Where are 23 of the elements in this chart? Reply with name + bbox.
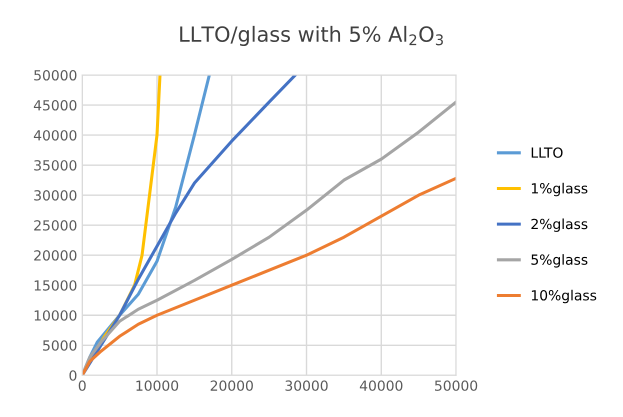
y-tick-label: 40000 (34, 130, 76, 141)
legend-label: 2%glass (531, 218, 588, 232)
y-tick-label: 45000 (34, 100, 76, 111)
x-tick-label: 20000 (210, 380, 253, 391)
legend-label: 1%glass (532, 182, 588, 196)
y-tick-label: 0 (69, 370, 76, 381)
y-tick-label: 10000 (34, 310, 76, 321)
y-tick-label: 50000 (34, 70, 76, 81)
y-tick-label: 5000 (43, 340, 76, 351)
x-tick-label: 40000 (360, 380, 402, 391)
legend-label: 10%glass (532, 290, 596, 304)
x-tick-label: 50000 (435, 380, 478, 391)
legend-label: LLTO (532, 147, 563, 158)
y-tick-label: 30000 (34, 190, 76, 201)
y-tick-label: 35000 (34, 160, 76, 171)
y-tick-label: 15000 (34, 280, 76, 291)
x-tick-label: 0 (78, 380, 86, 391)
x-tick-label: 10000 (136, 380, 178, 391)
chart-title: LLTO/glass with 5% Al$_{2}$O$_{3}$ (180, 26, 443, 46)
y-tick-label: 25000 (34, 220, 76, 231)
legend-label: 5%glass (531, 254, 588, 268)
x-tick-label: 30000 (285, 380, 328, 391)
y-tick-label: 20000 (34, 250, 76, 261)
